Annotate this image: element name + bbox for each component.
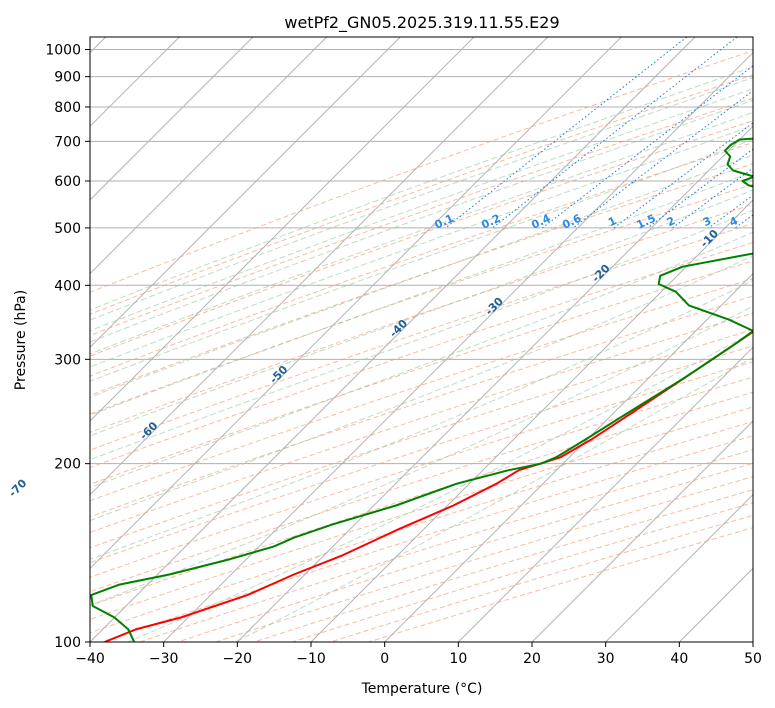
plot-background bbox=[90, 37, 753, 642]
isotherm-line bbox=[90, 37, 622, 570]
isotherm-line bbox=[163, 51, 753, 642]
isotherm-line bbox=[236, 125, 753, 642]
dry-adiabat-line bbox=[90, 163, 753, 396]
isotherm-line bbox=[531, 420, 753, 642]
x-tick-label: −30 bbox=[149, 651, 179, 667]
y-tick-label: 300 bbox=[54, 352, 81, 368]
dry-adiabat-line bbox=[90, 120, 753, 357]
dewpoint-line bbox=[90, 137, 753, 642]
moist-adiabat-line bbox=[90, 171, 753, 416]
moist-adiabat-line bbox=[90, 111, 753, 355]
isotherm-line bbox=[752, 641, 753, 642]
mixing-ratio-line bbox=[445, 37, 688, 229]
x-axis-label: Temperature (°C) bbox=[361, 681, 483, 697]
moist-adiabat-line bbox=[90, 255, 753, 522]
isotherm-label: -70 bbox=[6, 476, 29, 499]
y-tick-label: 200 bbox=[54, 457, 81, 473]
isotherm-line bbox=[90, 37, 696, 642]
x-tick-label: −10 bbox=[296, 651, 326, 667]
y-tick-label: 400 bbox=[54, 278, 81, 294]
x-tick-label: 0 bbox=[380, 651, 389, 667]
profile-series bbox=[90, 137, 753, 642]
x-axis-ticks: −40 −30 −20 −10 0 10 20 30 40 50 bbox=[75, 642, 762, 667]
x-tick-label: −40 bbox=[75, 651, 105, 667]
moist-adiabat-line bbox=[90, 138, 753, 382]
isotherm-line bbox=[90, 37, 549, 496]
y-tick-label: 1000 bbox=[45, 43, 81, 59]
moist-adiabats bbox=[90, 66, 753, 642]
moist-adiabat-line bbox=[90, 88, 753, 332]
isotherm-line bbox=[384, 272, 753, 642]
plot-frame bbox=[89, 36, 754, 643]
moist-adiabat-line bbox=[90, 154, 753, 398]
y-tick-label: 600 bbox=[54, 174, 81, 190]
mixing-ratio-lines bbox=[445, 37, 753, 229]
x-tick-label: −20 bbox=[223, 651, 253, 667]
x-tick-label: 20 bbox=[523, 651, 541, 667]
mixing-ratio-line bbox=[613, 122, 753, 229]
y-axis-ticks: 100 200 300 400 500 600 700 800 900 1000 bbox=[45, 43, 90, 651]
pressure-gridlines bbox=[90, 49, 753, 642]
moist-adiabat-line bbox=[90, 231, 753, 489]
mixing-ratio-line bbox=[542, 65, 753, 229]
y-tick-label: 800 bbox=[54, 100, 81, 116]
temperature-line bbox=[104, 330, 753, 642]
isotherm-line bbox=[90, 37, 475, 422]
isotherm-line bbox=[90, 37, 328, 275]
y-tick-label: 500 bbox=[54, 221, 81, 237]
y-tick-label: 700 bbox=[54, 134, 81, 150]
x-tick-label: 40 bbox=[670, 651, 688, 667]
mixing-ratio-line bbox=[492, 37, 738, 229]
x-tick-label: 50 bbox=[744, 651, 762, 667]
y-axis-label: Pressure (hPa) bbox=[13, 290, 29, 390]
isotherm-line bbox=[310, 199, 753, 642]
isotherm-line bbox=[457, 346, 753, 642]
moist-adiabat-line bbox=[90, 189, 753, 437]
isotherm-line bbox=[90, 37, 254, 201]
isotherm-line bbox=[605, 493, 753, 642]
isotherms bbox=[90, 37, 753, 642]
moist-adiabat-line bbox=[90, 77, 753, 321]
y-tick-label: 900 bbox=[54, 70, 81, 86]
isotherm-line bbox=[90, 37, 401, 349]
y-tick-label: 100 bbox=[54, 635, 81, 651]
x-tick-label: 30 bbox=[597, 651, 615, 667]
chart-title: wetPf2_GN05.2025.319.11.55.E29 bbox=[284, 13, 559, 33]
moist-adiabat-line bbox=[90, 209, 753, 461]
moist-adiabat-line bbox=[90, 124, 753, 368]
x-tick-label: 10 bbox=[449, 651, 467, 667]
moist-adiabat-line bbox=[90, 99, 753, 343]
